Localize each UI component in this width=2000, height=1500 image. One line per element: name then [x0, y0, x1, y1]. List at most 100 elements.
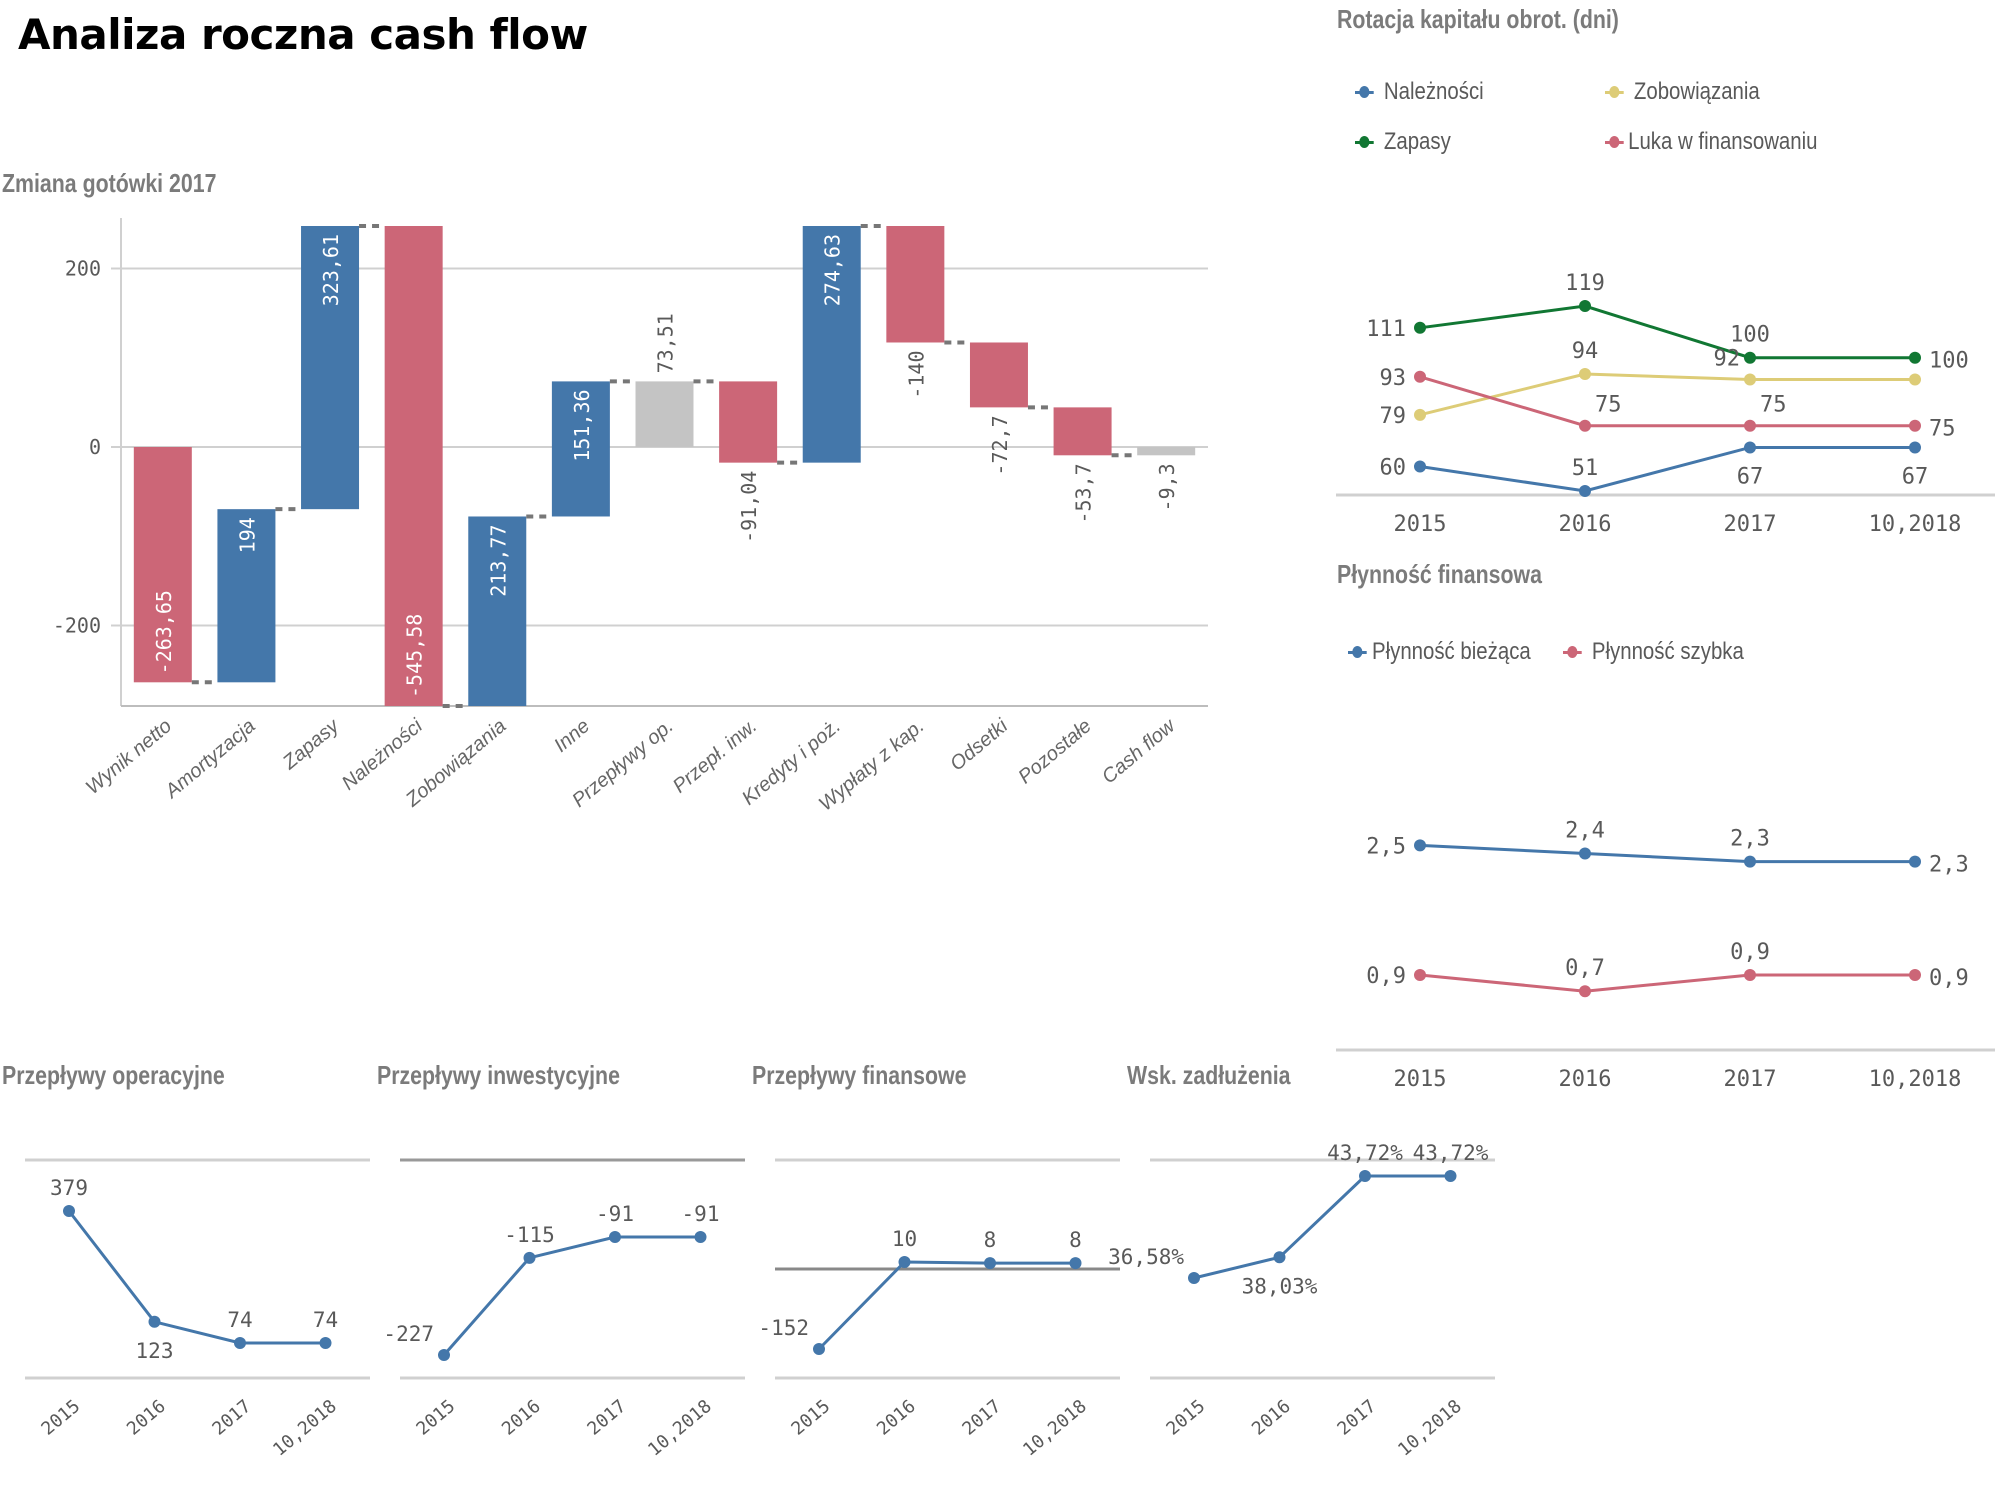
data-point — [984, 1257, 996, 1270]
bar-value-label: -72,7 — [988, 415, 1012, 475]
series-line — [1419, 445, 1915, 493]
series-line — [1419, 375, 1915, 428]
x-tick-label: 2015 — [413, 1396, 460, 1440]
legend-item-naleznosci[interactable]: Należności — [1355, 78, 1568, 106]
data-label: 93 — [1380, 366, 1407, 391]
data-label: 67 — [1737, 464, 1764, 489]
data-label: 0,7 — [1565, 956, 1605, 981]
data-point — [1069, 1257, 1082, 1270]
x-tick-label: 10,2018 — [644, 1396, 716, 1461]
bar-value-label: 73,51 — [654, 313, 678, 373]
series-line — [1419, 973, 1915, 993]
data-point — [148, 1315, 161, 1328]
legend-marker-icon — [1605, 86, 1624, 98]
x-tick-label: 2015 — [38, 1396, 85, 1440]
data-label: 8 — [984, 1228, 997, 1252]
waterfall-bar — [802, 226, 861, 463]
x-tick-label: 2015 — [1394, 512, 1447, 537]
x-tick-label: 10,2018 — [1019, 1396, 1091, 1461]
data-label: 119 — [1565, 271, 1605, 296]
data-label: 379 — [50, 1176, 88, 1200]
data-point — [1744, 969, 1756, 981]
data-label: 74 — [227, 1308, 252, 1332]
x-category-label: Cash flow — [1098, 714, 1181, 788]
data-label: 100 — [1730, 323, 1770, 348]
x-tick-label: 10,2018 — [1869, 512, 1962, 537]
data-label: 100 — [1929, 349, 1969, 374]
data-label: -227 — [383, 1322, 434, 1346]
legend-marker-icon — [1605, 136, 1624, 148]
x-tick-label: 2016 — [123, 1396, 170, 1440]
oper-title: Przepływy operacyjne — [2, 1060, 225, 1090]
data-label: 0,9 — [1929, 966, 1969, 991]
waterfall-bar — [635, 381, 694, 447]
data-point — [1744, 351, 1756, 364]
y-tick-label: 200 — [65, 257, 101, 281]
data-point — [1414, 839, 1426, 852]
data-label: 2,3 — [1730, 827, 1770, 852]
x-tick-label: 10,2018 — [1394, 1396, 1466, 1461]
data-point — [1909, 373, 1921, 386]
data-label: 51 — [1572, 456, 1599, 481]
x-tick-label: 10,2018 — [1869, 1067, 1962, 1092]
x-category-label: Inne — [550, 715, 594, 757]
legend-label: Płynność bieżąca — [1371, 638, 1531, 665]
data-label: -91 — [682, 1202, 720, 1226]
legend-marker-icon — [1355, 136, 1374, 148]
x-tick-label: 2017 — [1334, 1396, 1381, 1440]
series-line — [817, 1260, 1076, 1351]
series-line — [1193, 1174, 1451, 1280]
legend-label: Zapasy — [1383, 128, 1451, 155]
data-point — [1188, 1272, 1200, 1284]
data-label: 67 — [1902, 464, 1929, 489]
data-point — [1579, 985, 1591, 998]
data-point — [609, 1231, 621, 1243]
legend-item-biezaca[interactable]: Płynność bieżąca — [1348, 638, 1531, 666]
data-point — [1359, 1170, 1371, 1182]
data-point — [319, 1337, 332, 1349]
legend-item-zapasy[interactable]: Zapasy — [1355, 128, 1568, 156]
waterfall-bar — [551, 381, 610, 517]
bar-value-label: -9,3 — [1155, 463, 1179, 511]
inw-title: Przepływy inwestycyjne — [377, 1060, 620, 1090]
legend-item-zobowiazania[interactable]: Zobowiązania — [1605, 78, 1818, 106]
legend-item-szybka[interactable]: Płynność szybka — [1563, 638, 1784, 666]
data-label: 2,3 — [1929, 853, 1969, 878]
data-point — [694, 1231, 707, 1243]
waterfall-title: Zmiana gotówki 2017 — [2, 168, 217, 198]
rotacja-title: Rotacja kapitału obrot. (dni) — [1337, 4, 1619, 34]
x-tick-label: 2016 — [498, 1396, 545, 1440]
series-line — [1419, 304, 1915, 360]
data-point — [1744, 373, 1756, 386]
data-point — [438, 1349, 450, 1361]
data-label: 2,4 — [1565, 819, 1605, 844]
data-label: -115 — [504, 1223, 555, 1247]
waterfall-bar — [1137, 447, 1196, 456]
data-label: 36,58% — [1108, 1245, 1184, 1269]
x-tick-label: 2017 — [959, 1396, 1006, 1440]
legend-label: Należności — [1383, 78, 1484, 105]
data-point — [234, 1337, 246, 1349]
page-title: Analiza roczna cash flow — [18, 10, 588, 59]
data-point — [1414, 321, 1426, 334]
x-tick-label: 2015 — [1163, 1396, 1210, 1440]
x-tick-label: 2016 — [1248, 1396, 1295, 1440]
data-point — [898, 1256, 911, 1268]
y-tick-label: 0 — [89, 435, 101, 459]
bar-value-label: 274,63 — [821, 234, 845, 306]
data-label: 2,5 — [1366, 834, 1406, 859]
waterfall-bar — [719, 381, 778, 463]
data-point — [813, 1343, 825, 1355]
legend-item-luka[interactable]: Luka w finansowaniu — [1605, 128, 1818, 156]
data-point — [1273, 1251, 1286, 1264]
bar-value-label: -545,58 — [403, 614, 427, 698]
legend-marker-icon — [1563, 646, 1582, 658]
bar-value-label: -91,04 — [737, 471, 761, 543]
bar-value-label: 323,61 — [319, 234, 343, 306]
data-point — [1909, 419, 1921, 432]
x-tick-label: 2017 — [1724, 1067, 1777, 1092]
data-label: 111 — [1366, 317, 1406, 342]
x-tick-label: 2015 — [788, 1396, 835, 1440]
data-label: 60 — [1380, 456, 1407, 481]
series-line — [1419, 843, 1915, 864]
